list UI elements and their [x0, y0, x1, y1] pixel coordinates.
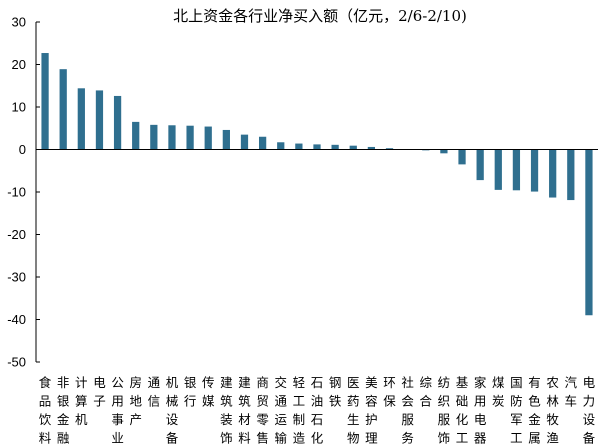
x-tick-label: 农林牧渔 — [546, 375, 559, 446]
bar — [458, 149, 466, 165]
y-tick-label: 30 — [12, 15, 26, 30]
y-axis-ticks: 30 20 10 0 -10 -20 -30 -40 -50 — [7, 15, 26, 370]
bar — [150, 124, 158, 150]
x-tick-label: 传媒 — [202, 375, 215, 409]
x-tick-label: 轻工制造 — [293, 375, 306, 446]
x-tick-label: 银行 — [184, 375, 197, 409]
x-tick-label: 美容护理 — [365, 375, 378, 446]
bar — [277, 142, 285, 150]
bar — [476, 149, 484, 181]
y-tick-label: 0 — [19, 142, 26, 157]
x-tick-label: 石油石化 — [311, 375, 324, 446]
bars — [41, 53, 593, 316]
bar — [349, 145, 357, 150]
bar — [512, 149, 521, 191]
bar — [240, 134, 249, 150]
bar — [313, 144, 321, 150]
y-tick-label: 10 — [12, 100, 26, 115]
bar — [295, 143, 303, 150]
x-tick-label: 国防军工 — [510, 375, 523, 446]
x-tick-label: 医药生物 — [347, 375, 360, 446]
x-tick-label: 建筑装饰 — [220, 375, 233, 446]
x-tick-label: 机械设备 — [166, 375, 179, 446]
bar — [132, 121, 140, 150]
category-labels: 食品饮料非银金融计算机电子公用事业房地产通信机械设备银行传媒建筑装饰建筑材料商贸… — [39, 375, 596, 446]
bar — [530, 149, 539, 192]
x-tick-label: 环保 — [383, 375, 396, 409]
bar — [331, 144, 339, 150]
bar — [77, 88, 85, 150]
x-tick-label: 公用事业 — [111, 375, 124, 446]
x-tick-label: 综合 — [420, 375, 433, 409]
bar — [258, 136, 267, 150]
x-tick-label: 家用电器 — [474, 375, 487, 446]
bar — [186, 125, 194, 150]
y-tick-label: -40 — [7, 312, 26, 327]
bar — [567, 149, 575, 201]
x-tick-label: 汽车 — [565, 375, 578, 409]
x-tick-label: 通信 — [148, 375, 161, 409]
axes — [35, 21, 598, 363]
bar — [585, 149, 593, 316]
bar — [440, 149, 448, 154]
bar — [494, 149, 502, 190]
bar — [367, 146, 376, 150]
bar — [59, 69, 67, 150]
x-tick-label: 社会服务 — [401, 375, 414, 446]
x-tick-label: 电子 — [93, 375, 106, 409]
x-tick-label: 纺织服饰 — [438, 375, 451, 446]
bar — [41, 53, 49, 150]
bar — [95, 90, 104, 150]
y-tick-label: -20 — [7, 227, 26, 242]
bar — [385, 148, 394, 150]
x-tick-label: 食品饮料 — [39, 375, 52, 446]
x-tick-label: 钢铁 — [329, 375, 342, 409]
x-tick-label: 基础化工 — [456, 375, 469, 446]
bar — [168, 125, 176, 150]
bar — [549, 149, 557, 198]
bar — [113, 95, 122, 150]
y-tick-label: -30 — [7, 270, 26, 285]
x-tick-label: 电力设备 — [583, 375, 596, 446]
bar — [222, 129, 230, 150]
x-tick-label: 煤炭 — [492, 375, 505, 409]
x-tick-label: 建筑材料 — [238, 375, 251, 446]
x-tick-label: 商贸零售 — [256, 375, 269, 446]
x-tick-label: 交通运输 — [274, 375, 287, 446]
y-tick-label: -50 — [7, 355, 26, 370]
y-tick-label: 20 — [12, 57, 26, 72]
x-tick-label: 房地产 — [129, 375, 142, 427]
x-tick-label: 有色金属 — [528, 375, 541, 446]
x-tick-label: 计算机 — [75, 375, 88, 427]
bar — [204, 126, 212, 150]
chart-title: 北上资金各行业净买入额（亿元，2/6-2/10) — [173, 7, 467, 25]
y-tick-label: -10 — [7, 185, 26, 200]
x-tick-label: 非银金融 — [57, 375, 70, 446]
